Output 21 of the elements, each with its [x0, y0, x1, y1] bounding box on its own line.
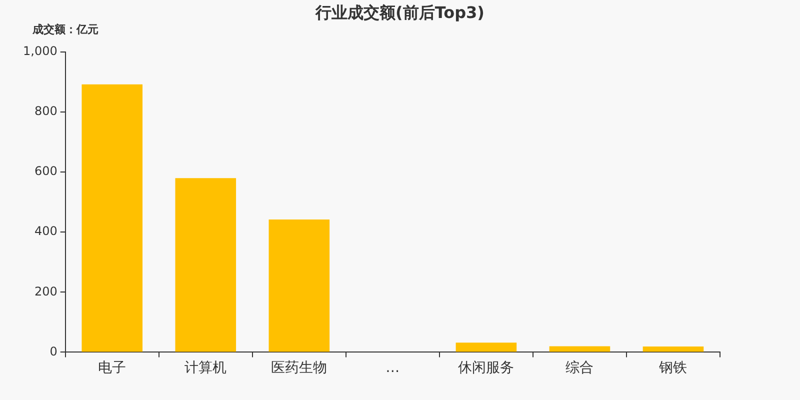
- bar: [82, 84, 143, 352]
- y-tick-label: 1,000: [22, 44, 58, 58]
- y-axis-title: 成交额：亿元: [31, 22, 98, 36]
- y-tick-label: 200: [34, 284, 58, 298]
- x-tick-label: 钢铁: [658, 360, 688, 376]
- x-tick-label: 综合: [566, 360, 594, 376]
- x-tick-label: 计算机: [184, 360, 227, 376]
- y-tick-label: 0: [50, 344, 58, 358]
- y-tick-label: 800: [34, 104, 58, 118]
- bar: [642, 346, 704, 352]
- x-tick-label: 电子: [98, 360, 126, 376]
- chart-title: 行业成交额(前后Top3): [314, 3, 484, 22]
- y-tick-label: 600: [34, 164, 58, 178]
- x-tick-label: 休闲服务: [458, 360, 514, 376]
- bar: [549, 346, 610, 352]
- bar: [175, 178, 236, 352]
- bar: [456, 342, 517, 352]
- x-tick-label: 医药生物: [271, 360, 328, 376]
- bar: [268, 220, 330, 352]
- y-tick-label: 400: [34, 224, 58, 238]
- x-tick-label: …: [386, 360, 400, 376]
